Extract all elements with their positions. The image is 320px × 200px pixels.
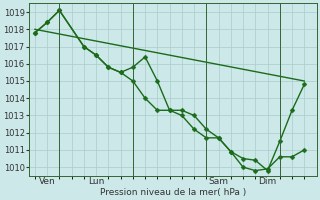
X-axis label: Pression niveau de la mer( hPa ): Pression niveau de la mer( hPa ) — [100, 188, 246, 197]
